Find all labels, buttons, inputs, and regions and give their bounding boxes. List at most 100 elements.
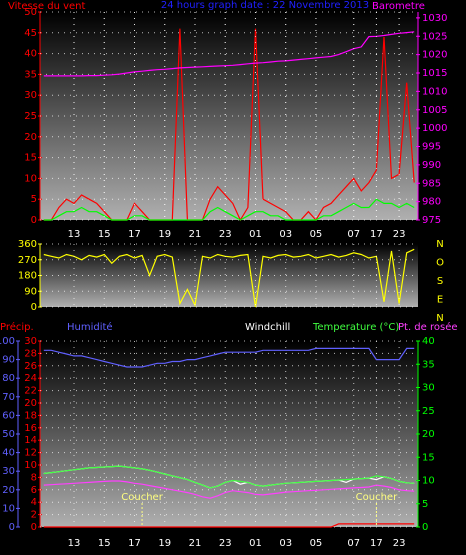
y2-tick-label: 1020 — [422, 50, 447, 61]
plot-background — [40, 341, 418, 527]
compass-label: O — [436, 258, 444, 269]
y2-tick-label: 35 — [422, 359, 435, 370]
chart-title: 24 hours graph date : 22 Novembre 2013 — [161, 0, 369, 11]
plot-background — [40, 244, 418, 307]
y3-tick-label: 50 — [2, 429, 15, 440]
legend-entry: Précip. — [0, 321, 34, 333]
y3-tick-label: 60 — [2, 410, 15, 421]
y-tick-label: 26 — [24, 361, 37, 372]
x-tick-label: 19 — [158, 538, 171, 549]
compass-label: N — [436, 313, 443, 324]
x-tick-label: 17 — [128, 538, 141, 549]
y3-tick-label: 100 — [0, 336, 15, 347]
plot-background — [40, 12, 418, 220]
y3-tick-label: 10 — [2, 503, 15, 514]
y2-axis-label: Barometre — [372, 1, 425, 12]
y2-tick-label: 1000 — [422, 123, 447, 134]
y-tick-label: 10 — [24, 460, 37, 471]
x-tick-label: 01 — [249, 229, 262, 240]
y2-tick-label: 1005 — [422, 105, 447, 116]
series-line — [43, 480, 415, 499]
series-line — [43, 31, 415, 77]
annotation: Coucher — [356, 492, 398, 503]
y2-tick-label: 1030 — [422, 13, 447, 24]
y2-tick-label: 10 — [422, 476, 435, 487]
y2-tick-label: 15 — [422, 452, 435, 463]
y-tick-label: 270 — [18, 255, 37, 266]
y-tick-label: 10 — [24, 173, 37, 184]
x-tick-label: 03 — [279, 538, 292, 549]
x-tick-label: 21 — [189, 229, 202, 240]
x-tick-label: 17 — [370, 538, 383, 549]
y3-tick-label: 90 — [2, 355, 15, 366]
y-tick-label: 28 — [24, 348, 37, 359]
y-tick-label: 40 — [24, 49, 37, 60]
legend-entry: Temperature (°C) — [312, 322, 399, 333]
x-tick-label: 01 — [249, 538, 262, 549]
y2-tick-label: 1025 — [422, 31, 447, 42]
x-tick-label: 07 — [347, 538, 360, 549]
y-tick-label: 6 — [31, 485, 37, 496]
x-tick-label: 23 — [219, 229, 232, 240]
y3-tick-label: 0 — [9, 522, 15, 533]
y2-tick-label: 20 — [422, 429, 435, 440]
y-tick-label: 14 — [24, 435, 37, 446]
series-line — [43, 465, 415, 489]
x-tick-label: 19 — [158, 229, 171, 240]
y-tick-label: 45 — [24, 28, 37, 39]
y-tick-label: 5 — [31, 194, 37, 205]
y2-tick-label: 25 — [422, 406, 435, 417]
x-tick-label: 21 — [189, 538, 202, 549]
y2-tick-label: 0 — [422, 522, 428, 533]
y-tick-label: 16 — [24, 423, 37, 434]
x-tick-label: 13 — [68, 538, 81, 549]
y-tick-label: 35 — [24, 69, 37, 80]
y2-tick-label: 30 — [422, 383, 435, 394]
x-tick-label: 17 — [128, 229, 141, 240]
x-tick-label: 07 — [347, 229, 360, 240]
y-tick-label: 360 — [18, 239, 37, 250]
series-line — [43, 198, 415, 221]
y-tick-label: 20 — [24, 132, 37, 143]
y-tick-label: 24 — [24, 373, 37, 384]
y-tick-label: 2 — [31, 510, 37, 521]
y2-tick-label: 5 — [422, 499, 428, 510]
y2-tick-label: 990 — [422, 160, 441, 171]
y-tick-label: 0 — [31, 522, 37, 533]
x-tick-label: 23 — [393, 538, 406, 549]
y3-tick-label: 80 — [2, 373, 15, 384]
compass-label: S — [437, 276, 443, 287]
series-line — [43, 523, 415, 528]
legend-entry: Pt. de rosée — [398, 321, 458, 333]
compass-label: E — [437, 295, 443, 306]
y2-tick-label: 1010 — [422, 86, 447, 97]
compass-label: N — [436, 239, 443, 250]
y-tick-label: 0 — [31, 302, 37, 313]
x-tick-label: 15 — [98, 538, 111, 549]
x-tick-label: 15 — [98, 229, 111, 240]
y-tick-label: 18 — [24, 410, 37, 421]
y-tick-label: 8 — [31, 472, 37, 483]
annotation: Coucher — [121, 492, 163, 503]
x-tick-label: 03 — [279, 229, 292, 240]
y3-tick-label: 20 — [2, 485, 15, 496]
y2-tick-label: 975 — [422, 215, 441, 226]
legend-entry: Windchill — [245, 322, 290, 333]
series-line — [43, 347, 415, 368]
y-tick-label: 0 — [31, 215, 37, 226]
y2-tick-label: 985 — [422, 178, 441, 189]
y2-tick-label: 980 — [422, 197, 441, 208]
y-tick-label: 4 — [31, 497, 37, 508]
y-tick-label: 180 — [18, 271, 37, 282]
series-line — [43, 248, 415, 308]
y2-tick-label: 1015 — [422, 68, 447, 79]
x-tick-label: 13 — [68, 229, 81, 240]
y-tick-label: 90 — [24, 286, 37, 297]
y-tick-label: 50 — [24, 7, 37, 18]
y-tick-label: 22 — [24, 386, 37, 397]
y-axis-label: Vitesse du vent — [8, 1, 85, 12]
x-tick-label: 05 — [310, 229, 323, 240]
